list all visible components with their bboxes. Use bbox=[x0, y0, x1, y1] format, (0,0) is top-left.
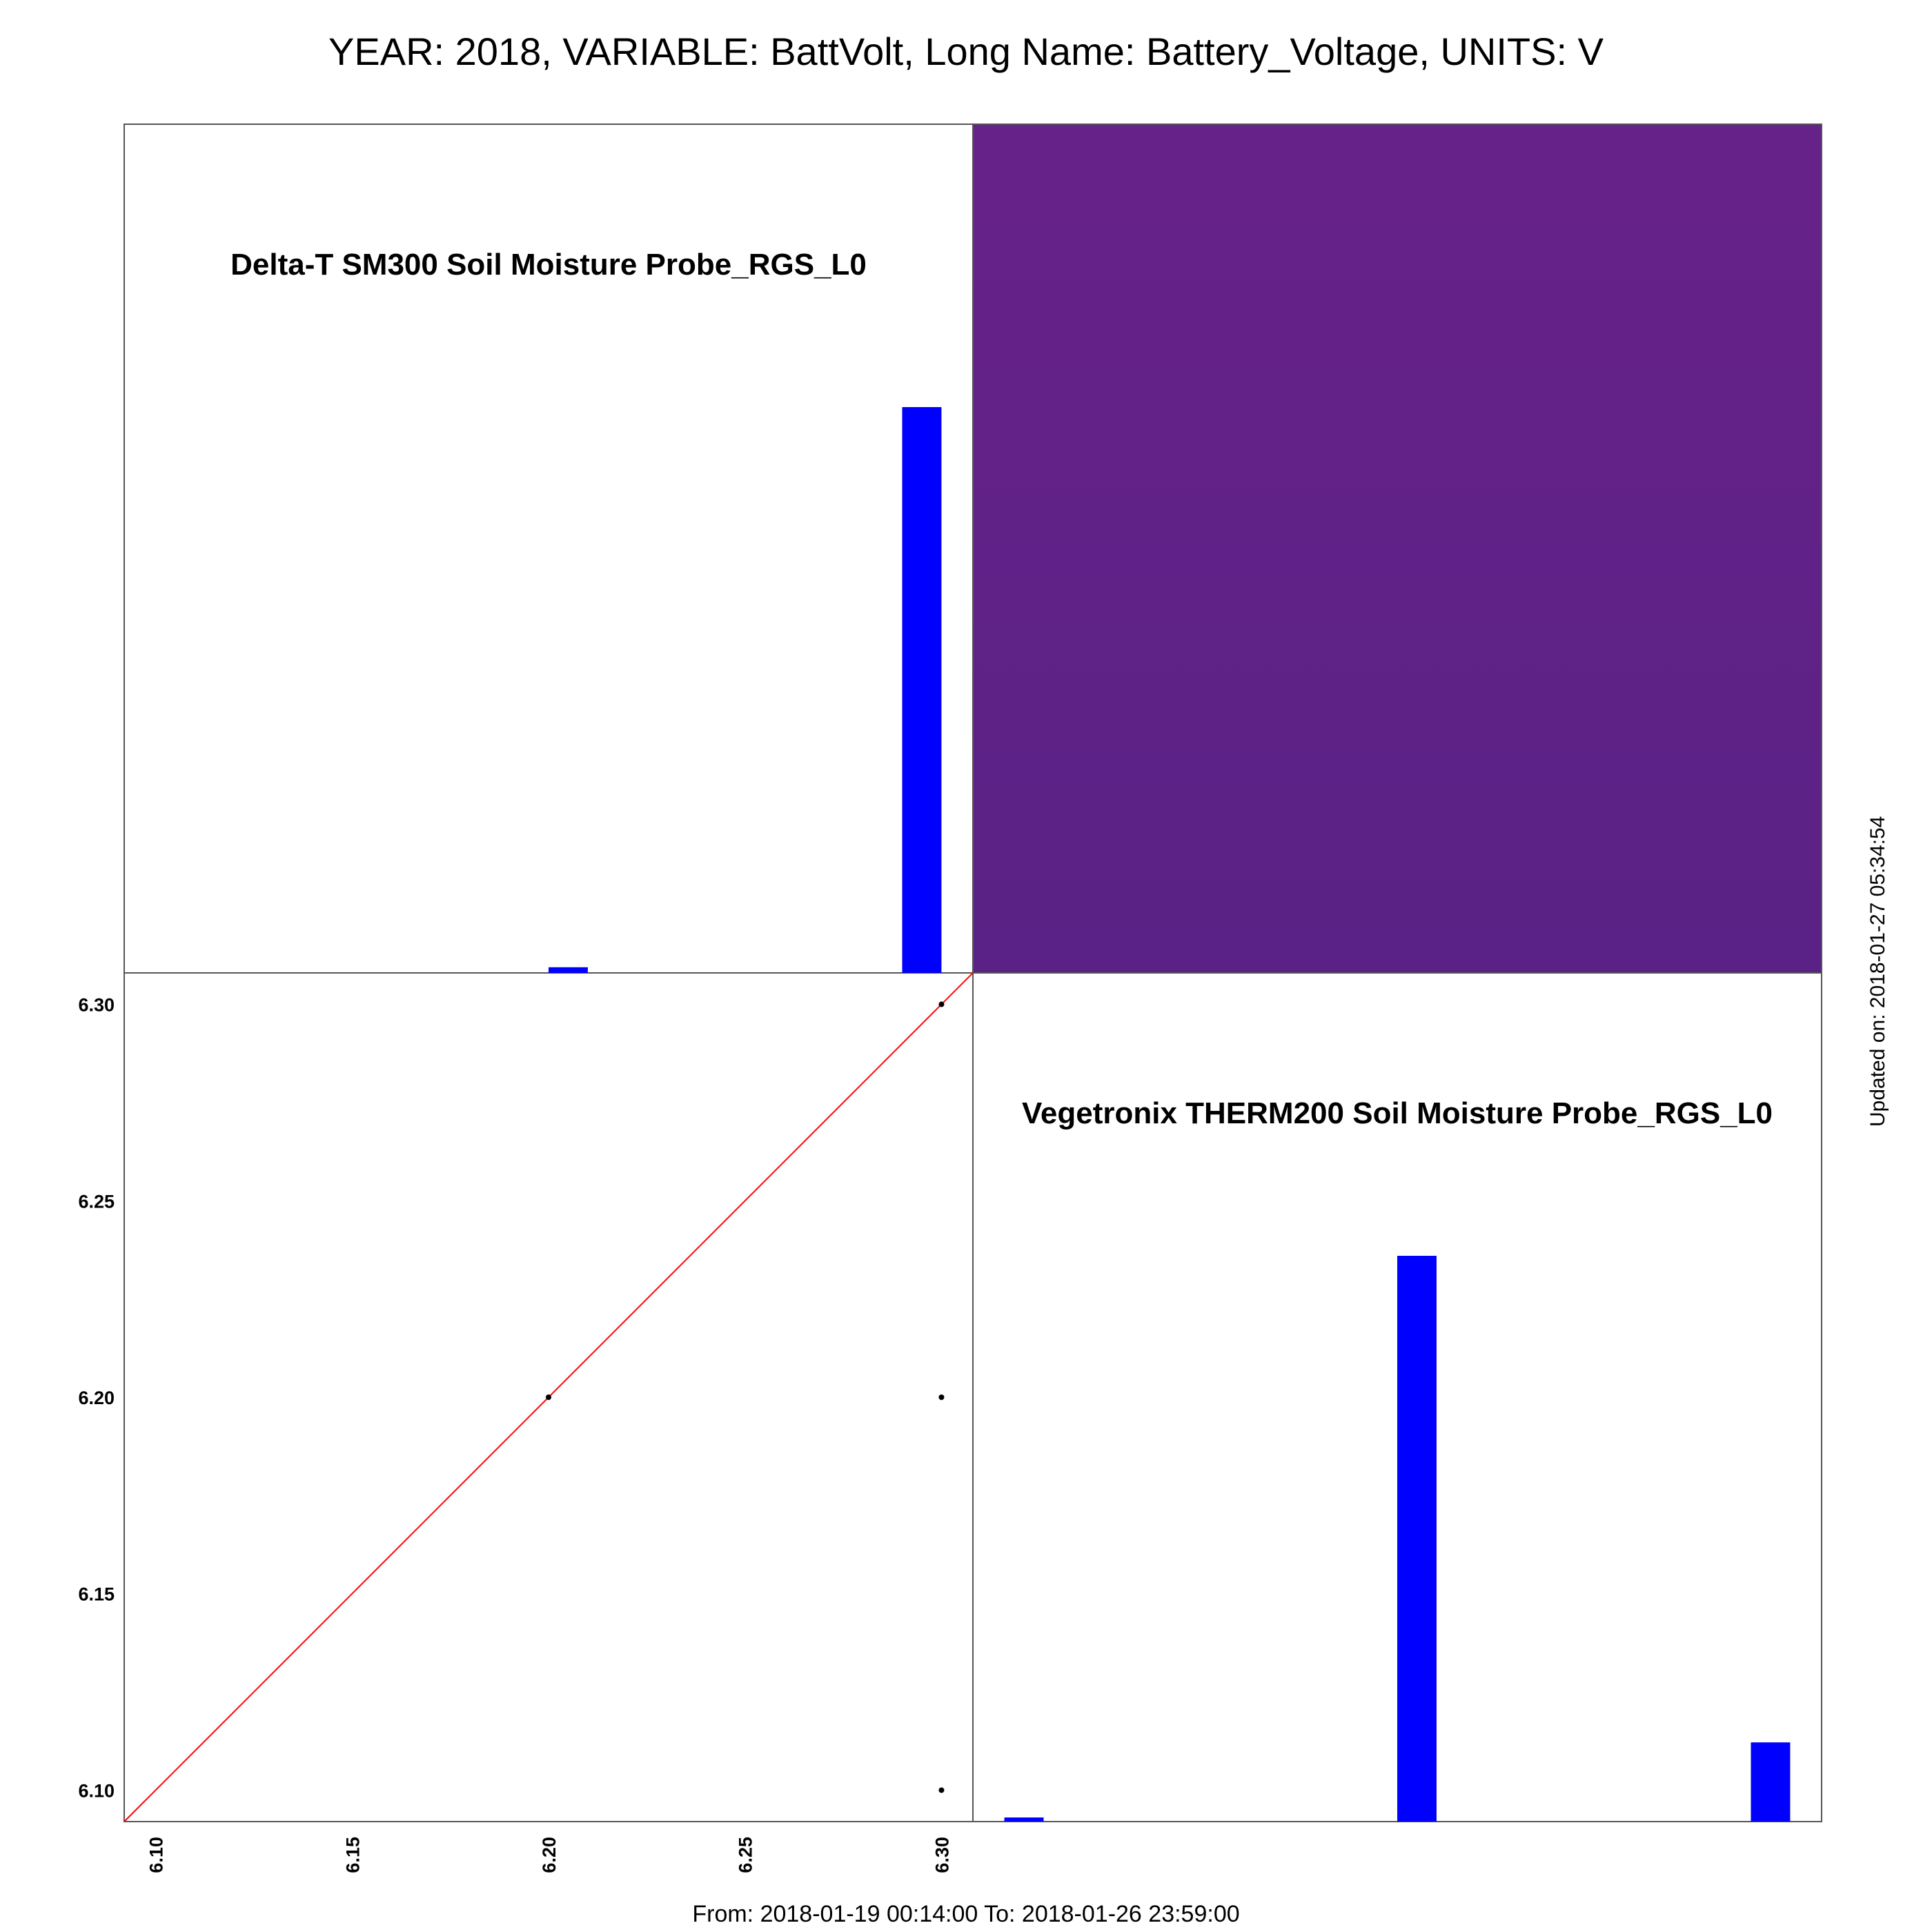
chart-title: YEAR: 2018, VARIABLE: BattVolt, Long Nam… bbox=[328, 30, 1604, 73]
y-tick-label: 6.30 bbox=[78, 995, 115, 1016]
date-range-caption: From: 2018-01-19 00:14:00 To: 2018-01-26… bbox=[692, 1901, 1240, 1927]
histogram-bar bbox=[549, 967, 588, 973]
scatter-point bbox=[938, 1394, 945, 1400]
y-axis-ticks: 6.10 6.15 6.20 6.25 6.30 bbox=[78, 995, 115, 1802]
panel-title-vegetronix: Vegetronix THERM200 Soil Moisture Probe_… bbox=[1022, 1096, 1773, 1130]
y-tick-label: 6.15 bbox=[78, 1584, 115, 1605]
panel-top-left bbox=[124, 124, 974, 974]
x-tick-label: 6.20 bbox=[539, 1837, 560, 1873]
histogram-vegetronix bbox=[1004, 1256, 1791, 1822]
y-tick-label: 6.10 bbox=[78, 1780, 115, 1801]
updated-timestamp: Updated on: 2018-01-27 05:34:54 bbox=[1866, 816, 1889, 1127]
histogram-bar bbox=[1751, 1742, 1791, 1822]
scatter-panel bbox=[124, 972, 974, 1822]
x-tick-label: 6.25 bbox=[736, 1837, 756, 1873]
x-tick-label: 6.30 bbox=[931, 1837, 952, 1873]
y-tick-label: 6.20 bbox=[78, 1388, 115, 1408]
panel-title-delta-t: Delta-T SM300 Soil Moisture Probe_RGS_L0 bbox=[230, 248, 867, 282]
x-tick-label: 6.15 bbox=[342, 1837, 363, 1873]
histogram-bar bbox=[1397, 1256, 1437, 1822]
correlation-tile bbox=[972, 124, 1822, 974]
scatter-point bbox=[938, 1787, 945, 1793]
histogram-bar bbox=[902, 407, 942, 973]
scatter-point bbox=[938, 1001, 945, 1007]
scatter-point bbox=[546, 1394, 551, 1400]
histogram-delta-t bbox=[549, 407, 942, 973]
y-tick-label: 6.25 bbox=[78, 1191, 115, 1212]
x-axis-ticks: 6.10 6.15 6.20 6.25 6.30 bbox=[146, 1837, 953, 1873]
histogram-bar bbox=[1004, 1817, 1044, 1822]
x-tick-label: 6.10 bbox=[146, 1837, 167, 1873]
